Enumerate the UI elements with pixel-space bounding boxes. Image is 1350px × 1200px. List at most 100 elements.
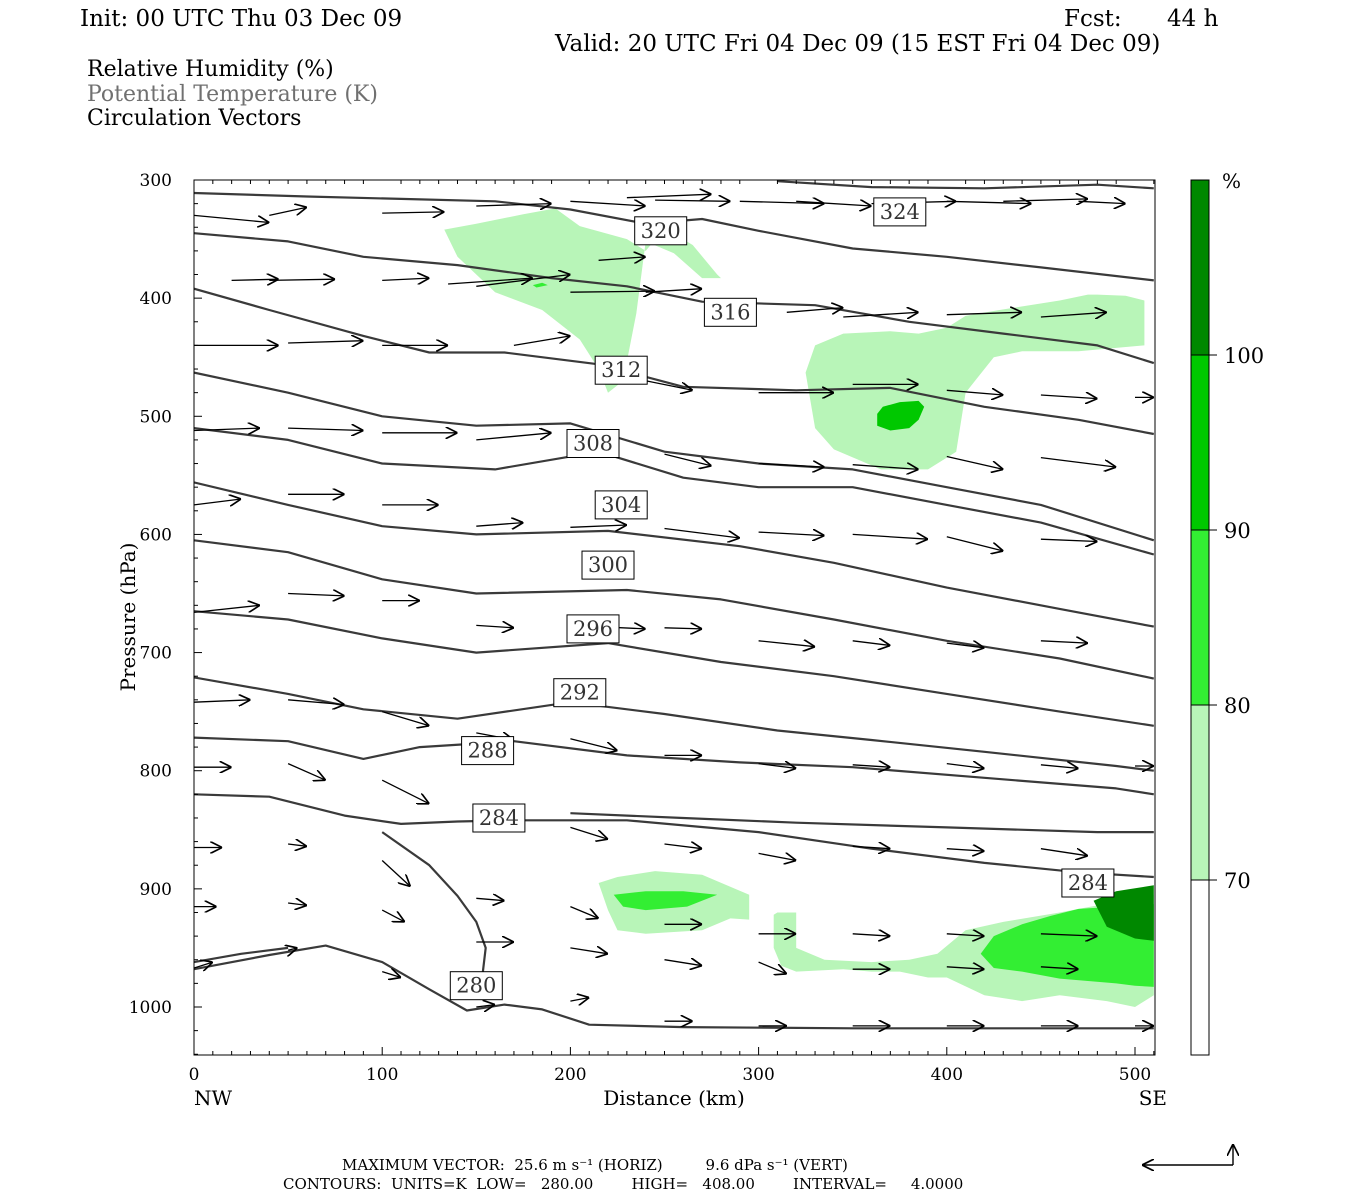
- circulation-vector: [664, 527, 740, 539]
- y-tick-label: 300: [140, 171, 172, 191]
- circulation-vector: [382, 972, 401, 978]
- circulation-vector: [570, 525, 627, 527]
- contour-label-box: [566, 429, 620, 458]
- plot-frame: [193, 179, 1156, 1056]
- contour-label-320: 320: [641, 219, 681, 243]
- circulation-vector: [946, 312, 1022, 314]
- x-tick-label: 500: [1119, 1065, 1151, 1085]
- circulation-vector: [852, 846, 891, 848]
- circulation-vector: [739, 201, 825, 203]
- circulation-vector: [1040, 395, 1098, 399]
- circulation-vector: [1040, 456, 1116, 468]
- circulation-vector: [382, 278, 429, 280]
- contour-label-288: 288: [468, 739, 508, 763]
- circulation-vector: [664, 844, 703, 849]
- circulation-vector: [758, 532, 825, 536]
- circulation-vector: [1040, 848, 1088, 856]
- x-tick-label: 400: [931, 1065, 963, 1085]
- circulation-vector: [664, 453, 712, 466]
- circulation-vector: [664, 960, 703, 966]
- circulation-vector: [1040, 765, 1079, 769]
- circulation-vector: [288, 341, 363, 343]
- circulation-vector: [194, 428, 260, 430]
- contour-label-308: 308: [573, 432, 613, 456]
- circulation-vector: [786, 308, 844, 313]
- circulation-vector: [626, 194, 712, 198]
- circulation-vector: [852, 765, 891, 767]
- circulation-vector: [852, 641, 891, 646]
- contour-label-box: [873, 197, 927, 227]
- contour-label-box: [566, 614, 620, 644]
- x-tick-label: 200: [554, 1065, 586, 1085]
- rh-region-70-1: [805, 294, 1145, 470]
- circulation-vector: [758, 961, 787, 974]
- colorbar-swatch: [1190, 704, 1210, 881]
- circulation-vector: [194, 962, 213, 968]
- circulation-vector: [513, 336, 571, 347]
- x-tick-label: 0: [189, 1065, 200, 1085]
- circulation-vector: [288, 844, 307, 846]
- se-end-label: SE: [1139, 1086, 1167, 1110]
- circulation-vector: [1040, 934, 1098, 936]
- contour-label-box: [472, 803, 526, 833]
- field-vectors-label: Circulation Vectors: [87, 106, 302, 131]
- circulation-vector: [288, 428, 363, 430]
- contour-labels: 280 284 284 288 292 296 300 304 308 312 316 320 324: [449, 197, 1115, 1001]
- forecast-hour: 44 h: [1167, 6, 1219, 32]
- contour-label-284: 284: [479, 806, 519, 830]
- contour-label-280: 280: [456, 974, 496, 998]
- contours-note: CONTOURS: UNITS=K LOW= 280.00 HIGH= 408.…: [283, 1175, 964, 1193]
- colorbar-level-label: 100: [1224, 344, 1264, 368]
- circulation-vector: [381, 909, 405, 922]
- contour-label-box: [461, 736, 515, 766]
- y-tick-label: 900: [140, 880, 172, 900]
- circulation-vector: [570, 906, 598, 919]
- circulation-vector: [288, 594, 345, 596]
- circulation-vector: [476, 523, 523, 527]
- contour-label-316: 316: [710, 300, 750, 324]
- circulation-vector: [448, 278, 533, 284]
- circulation-vector: [269, 279, 335, 280]
- theta-contour-284-3: [194, 793, 1154, 879]
- colorbar-swatch: [1190, 529, 1210, 706]
- circulation-vector: [287, 763, 326, 781]
- circulation-vector: [852, 465, 919, 470]
- contour-label-box: [594, 490, 648, 520]
- circulation-vector: [946, 934, 985, 936]
- colorbar: 70 80 90 100: [1190, 179, 1264, 1056]
- x-axis-title: Distance (km): [603, 1086, 745, 1110]
- circulation-vector: [288, 948, 297, 950]
- colorbar-level-label: 90: [1224, 519, 1251, 543]
- circulation-vector: [570, 291, 655, 292]
- maximum-vector-note: MAXIMUM VECTOR: 25.6 m s⁻¹ (HORIZ) 9.6 d…: [342, 1156, 848, 1174]
- circulation-vector: [946, 536, 1004, 551]
- contour-label-box: [594, 355, 648, 385]
- theta-contour-280-2: [381, 831, 487, 996]
- nw-end-label: NW: [194, 1086, 233, 1110]
- circulation-vector: [1003, 199, 1088, 201]
- circulation-vector: [476, 898, 504, 900]
- y-axis-title: Pressure (hPa): [116, 543, 140, 692]
- y-tick-label: 500: [140, 407, 172, 427]
- contour-label-box: [703, 297, 757, 327]
- contour-label-292: 292: [560, 681, 600, 705]
- contour-label-324: 324: [880, 200, 920, 224]
- rh-shading: [444, 208, 1154, 1007]
- valid-time: Valid: 20 UTC Fri 04 Dec 09 (15 EST Fri …: [555, 31, 1161, 57]
- theta-contour-328-15: [777, 180, 1154, 190]
- circulation-vector: [1078, 201, 1126, 203]
- circulation-vector: [570, 948, 608, 954]
- contour-label-284: 284: [1068, 871, 1108, 895]
- rh-region-100-8: [1093, 885, 1154, 941]
- circulation-vector: [946, 643, 985, 648]
- circulation-vector: [796, 201, 871, 206]
- theta-contour-312-11: [194, 371, 1155, 542]
- circulation-vector: [288, 903, 307, 905]
- circulation-vector: [288, 700, 345, 705]
- rh-region-70-0: [444, 208, 721, 393]
- contour-label-box: [634, 216, 688, 246]
- colorbar-level-label: 80: [1224, 694, 1251, 718]
- theta-contour-304-9: [194, 481, 1155, 628]
- circulation-vector: [570, 201, 645, 206]
